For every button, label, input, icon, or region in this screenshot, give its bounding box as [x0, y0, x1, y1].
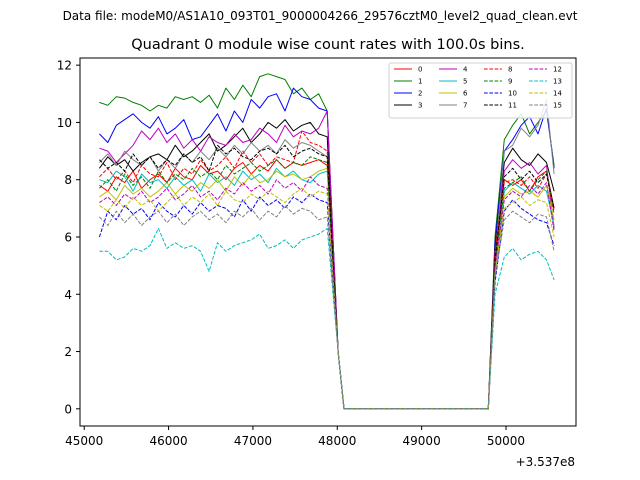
- x-tick-label: 45000: [65, 434, 103, 448]
- legend-label: 1: [418, 78, 422, 86]
- legend-label: 0: [418, 66, 422, 74]
- y-tick-label: 8: [64, 173, 72, 187]
- legend-label: 2: [418, 90, 422, 98]
- series-line-4: [99, 110, 555, 410]
- legend-label: 11: [508, 102, 517, 110]
- legend-label: 10: [508, 90, 517, 98]
- series-line-9: [99, 156, 555, 410]
- y-tick-label: 6: [64, 230, 72, 244]
- series-line-15: [99, 205, 555, 410]
- legend-label: 3: [418, 102, 422, 110]
- series-line-11: [99, 144, 555, 410]
- legend-label: 15: [553, 102, 562, 110]
- series-line-14: [99, 187, 555, 410]
- legend-label: 5: [463, 78, 467, 86]
- legend-label: 7: [463, 102, 467, 110]
- series-line-5: [99, 167, 555, 410]
- series-line-13: [99, 227, 555, 410]
- legend-label: 9: [508, 78, 512, 86]
- legend-label: 14: [553, 90, 562, 98]
- data-file-label: Data file: modeM0/AS1A10_093T01_90000042…: [63, 9, 578, 23]
- legend-label: 8: [508, 66, 512, 74]
- y-tick-label: 4: [64, 288, 72, 302]
- legend-label: 13: [553, 78, 562, 86]
- plot-frame: [79, 57, 577, 427]
- x-tick-label: 49000: [403, 434, 441, 448]
- y-axis: 0 2 4 6 8 10 12: [57, 59, 80, 416]
- x-offset-label: +3.537e8: [516, 455, 575, 469]
- x-tick-label: 50000: [487, 434, 525, 448]
- series-line-10: [98, 193, 555, 410]
- y-tick-label: 0: [64, 402, 72, 416]
- legend-label: 12: [553, 66, 562, 74]
- legend-frame: [388, 62, 573, 119]
- x-tick-label: 48000: [318, 434, 356, 448]
- series-line-8: [99, 130, 555, 410]
- chart-title: Quadrant 0 module wise count rates with …: [131, 37, 525, 53]
- series-line-7: [99, 99, 555, 410]
- y-tick-label: 10: [57, 116, 72, 130]
- legend-label: 4: [463, 66, 468, 74]
- x-tick-label: 47000: [234, 434, 272, 448]
- series-line-6: [99, 167, 555, 410]
- series-line-0: [99, 159, 555, 410]
- x-tick-label: 46000: [149, 434, 187, 448]
- y-tick-label: 12: [57, 59, 72, 73]
- series-line-3: [98, 119, 555, 410]
- series-line-12: [99, 176, 555, 410]
- x-axis: 45000 46000 47000 48000 49000 50000: [65, 426, 525, 448]
- y-tick-label: 2: [64, 345, 72, 359]
- series-group: [98, 73, 555, 410]
- series-line-1: [99, 73, 555, 410]
- legend-label: 6: [463, 90, 468, 98]
